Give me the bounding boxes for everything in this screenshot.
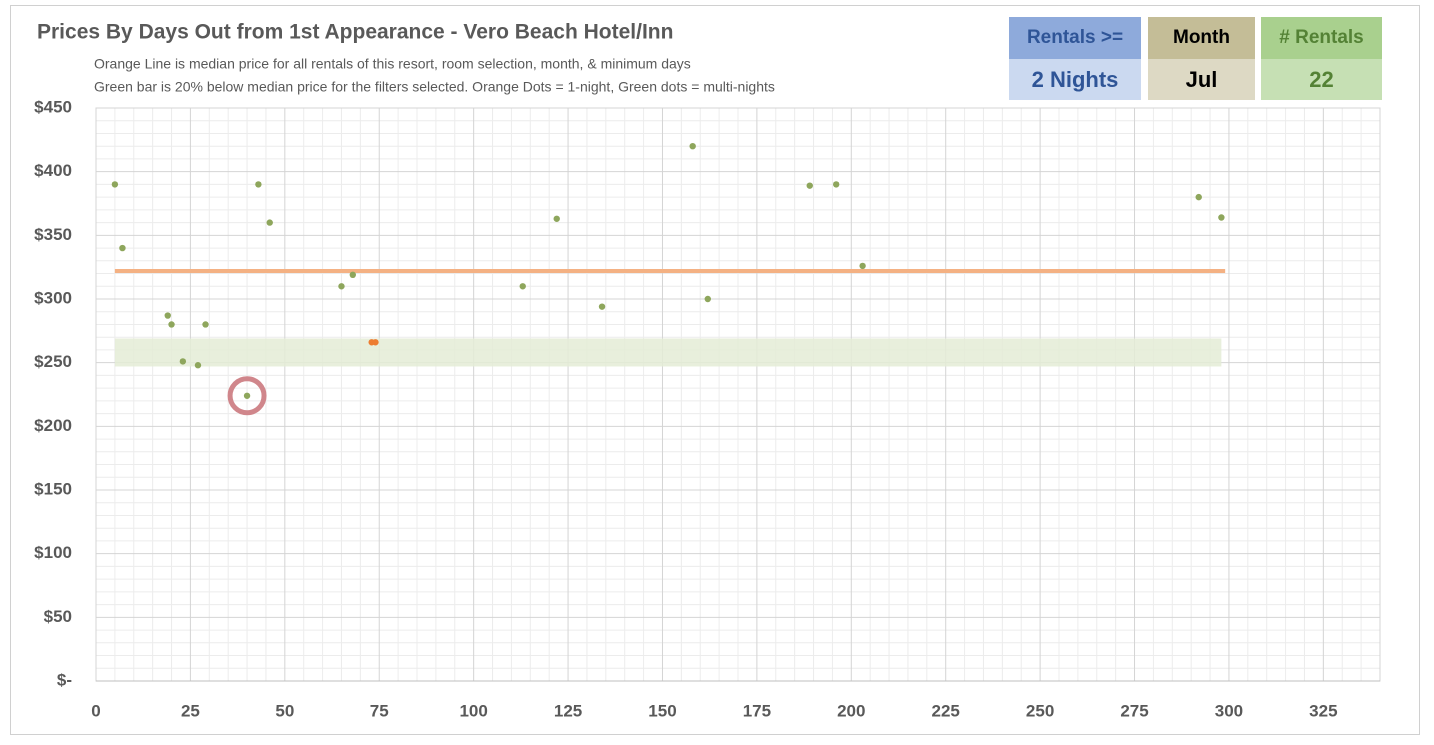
filter-label: Rentals >= bbox=[1009, 17, 1141, 59]
x-tick-label: 250 bbox=[1026, 701, 1054, 720]
x-tick-label: 100 bbox=[459, 701, 487, 720]
x-tick-label: 200 bbox=[837, 701, 865, 720]
point bbox=[266, 219, 273, 226]
x-tick-label: 225 bbox=[932, 701, 960, 720]
y-tick-label: $150 bbox=[34, 479, 72, 498]
point bbox=[255, 181, 262, 188]
point bbox=[119, 244, 126, 252]
point bbox=[168, 321, 175, 328]
point bbox=[598, 303, 606, 310]
y-tick-label: $250 bbox=[34, 352, 72, 371]
point bbox=[704, 295, 711, 303]
chart-title: Prices By Days Out from 1st Appearance -… bbox=[37, 21, 673, 44]
point bbox=[519, 283, 526, 290]
point bbox=[689, 143, 696, 150]
y-tick-label: $50 bbox=[44, 607, 72, 626]
x-tick-label: 275 bbox=[1120, 701, 1148, 720]
x-tick-label: 175 bbox=[743, 701, 771, 720]
chart-subtitle: Orange Line is median price for all rent… bbox=[94, 56, 691, 72]
point bbox=[349, 271, 356, 279]
point bbox=[372, 339, 379, 346]
x-tick-label: 150 bbox=[648, 701, 676, 720]
chart-subtitle: Green bar is 20% below median price for … bbox=[94, 79, 775, 95]
point bbox=[859, 262, 866, 270]
filter-label: # Rentals bbox=[1261, 17, 1382, 59]
y-tick-label: $200 bbox=[34, 416, 72, 435]
point bbox=[553, 215, 560, 222]
filter-box: Rentals >= 2 Nights bbox=[1009, 17, 1141, 100]
filter-value: Jul bbox=[1148, 59, 1255, 100]
point bbox=[243, 392, 251, 399]
y-tick-label: $400 bbox=[34, 161, 72, 180]
point bbox=[194, 362, 202, 369]
y-tick-label: $350 bbox=[34, 225, 72, 244]
point bbox=[832, 181, 840, 188]
x-tick-label: 25 bbox=[181, 701, 200, 720]
y-tick-label: $450 bbox=[34, 97, 72, 116]
filter-value: 22 bbox=[1261, 59, 1382, 100]
point bbox=[164, 312, 171, 319]
y-tick-label: $300 bbox=[34, 288, 72, 307]
x-tick-label: 300 bbox=[1215, 701, 1243, 720]
x-tick-label: 50 bbox=[275, 701, 294, 720]
point bbox=[202, 321, 209, 328]
point bbox=[338, 283, 345, 290]
filter-box: Month Jul bbox=[1148, 17, 1255, 100]
point bbox=[1218, 214, 1225, 221]
point bbox=[179, 358, 187, 365]
chart-frame bbox=[10, 5, 1420, 735]
x-tick-label: 125 bbox=[554, 701, 582, 720]
band bbox=[114, 338, 1222, 367]
point bbox=[111, 181, 119, 188]
filter-box: # Rentals 22 bbox=[1261, 17, 1382, 100]
y-tick-label: $- bbox=[57, 670, 72, 689]
filter-value: 2 Nights bbox=[1009, 59, 1141, 100]
x-tick-label: 325 bbox=[1309, 701, 1337, 720]
point bbox=[806, 182, 813, 189]
x-tick-label: 75 bbox=[370, 701, 389, 720]
point bbox=[1195, 193, 1202, 201]
highlight-ring bbox=[227, 376, 267, 416]
y-tick-label: $100 bbox=[34, 543, 72, 562]
x-tick-label: 0 bbox=[91, 701, 100, 720]
filter-label: Month bbox=[1148, 17, 1255, 59]
